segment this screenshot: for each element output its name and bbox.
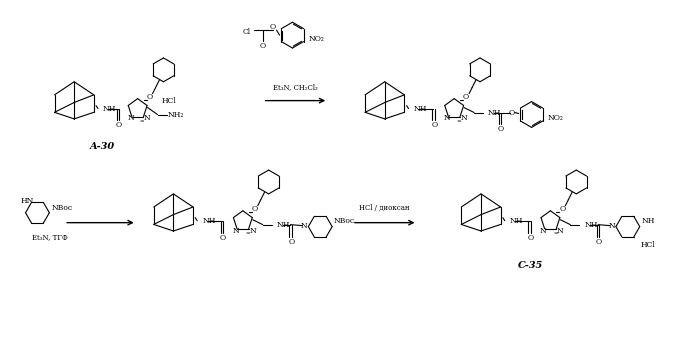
Text: O: O	[463, 93, 469, 101]
Text: NO₂: NO₂	[547, 115, 564, 122]
Text: O: O	[270, 23, 276, 31]
Text: N: N	[249, 227, 256, 234]
Text: NBoc: NBoc	[51, 204, 73, 212]
Text: O: O	[509, 108, 514, 116]
Text: NH: NH	[510, 217, 523, 225]
Text: NO₂: NO₂	[308, 35, 324, 43]
Text: N: N	[144, 115, 150, 122]
Text: NH: NH	[488, 108, 501, 116]
Text: C-35: C-35	[518, 261, 543, 270]
Text: HN: HN	[20, 197, 34, 205]
Text: N: N	[557, 227, 564, 234]
Text: O: O	[596, 237, 602, 246]
Text: NH: NH	[584, 221, 598, 229]
Text: NBoc: NBoc	[334, 217, 355, 225]
Text: HCl: HCl	[162, 97, 177, 105]
Text: =: =	[139, 119, 144, 124]
Text: O: O	[252, 205, 258, 213]
Text: NH: NH	[276, 221, 290, 229]
Text: O: O	[528, 233, 533, 242]
Text: =: =	[553, 231, 558, 236]
Text: O: O	[260, 42, 266, 50]
Text: NH₂: NH₂	[167, 111, 183, 118]
Text: =: =	[457, 119, 461, 124]
Text: O: O	[431, 121, 438, 130]
Text: Et₃N, ТГФ: Et₃N, ТГФ	[32, 233, 68, 242]
Text: O: O	[220, 233, 226, 242]
Text: N: N	[540, 227, 547, 234]
Text: NH: NH	[202, 217, 216, 225]
Text: HCl / диоксан: HCl / диоксан	[359, 204, 410, 212]
Text: N: N	[127, 115, 134, 122]
Text: N: N	[444, 115, 451, 122]
Text: N: N	[461, 115, 468, 122]
Text: O: O	[146, 93, 153, 101]
Text: Et₃N, CH₂Cl₂: Et₃N, CH₂Cl₂	[273, 83, 318, 91]
Text: A-30: A-30	[90, 142, 115, 151]
Text: N: N	[232, 227, 239, 234]
Text: N: N	[300, 222, 307, 229]
Text: O: O	[559, 205, 566, 213]
Text: NH: NH	[414, 105, 427, 112]
Text: =: =	[246, 231, 250, 236]
Text: O: O	[498, 125, 504, 134]
Text: NH: NH	[103, 105, 116, 112]
Text: O: O	[116, 121, 122, 130]
Text: HCl: HCl	[640, 242, 655, 250]
Text: Cl: Cl	[243, 28, 251, 36]
Text: N: N	[608, 222, 615, 229]
Text: NH: NH	[642, 217, 655, 225]
Text: O: O	[288, 237, 295, 246]
